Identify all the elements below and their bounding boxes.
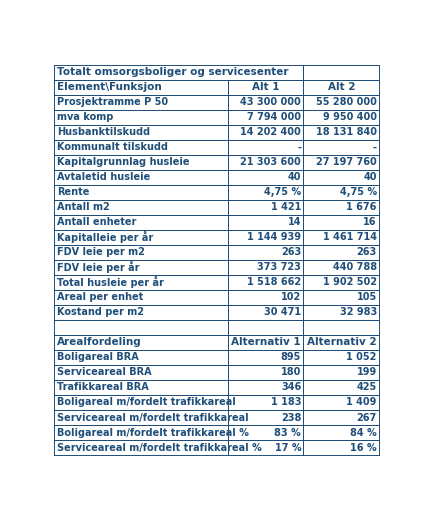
Text: 1 421: 1 421 — [271, 203, 301, 213]
Text: 14: 14 — [288, 217, 301, 227]
Text: 105: 105 — [357, 292, 377, 302]
Text: 1 676: 1 676 — [346, 203, 377, 213]
Text: 346: 346 — [281, 382, 301, 392]
Text: 16 %: 16 % — [350, 442, 377, 452]
Text: 21 303 600: 21 303 600 — [240, 157, 301, 167]
Text: 1 461 714: 1 461 714 — [323, 232, 377, 242]
Text: Boligareal BRA: Boligareal BRA — [57, 352, 138, 362]
Text: Avtaletid husleie: Avtaletid husleie — [57, 173, 150, 183]
Text: 373 723: 373 723 — [257, 262, 301, 272]
Text: 1 409: 1 409 — [346, 398, 377, 408]
Text: Antall enheter: Antall enheter — [57, 217, 136, 227]
Text: 425: 425 — [357, 382, 377, 392]
Text: 7 794 000: 7 794 000 — [247, 112, 301, 122]
Text: Boligareal m/fordelt trafikkareal %: Boligareal m/fordelt trafikkareal % — [57, 428, 249, 438]
Text: 238: 238 — [281, 412, 301, 422]
Text: Rente: Rente — [57, 187, 89, 197]
Text: 1 902 502: 1 902 502 — [323, 277, 377, 287]
Text: 27 197 760: 27 197 760 — [316, 157, 377, 167]
Text: Serviceareal m/fordelt trafikkareal: Serviceareal m/fordelt trafikkareal — [57, 412, 248, 422]
Text: Totalt omsorgsboliger og servicesenter: Totalt omsorgsboliger og servicesenter — [57, 67, 288, 77]
Text: Serviceareal BRA: Serviceareal BRA — [57, 368, 151, 378]
Text: Areal per enhet: Areal per enhet — [57, 292, 143, 302]
Text: 84 %: 84 % — [350, 428, 377, 438]
Text: 4,75 %: 4,75 % — [340, 187, 377, 197]
Text: Kapitalgrunnlag husleie: Kapitalgrunnlag husleie — [57, 157, 189, 167]
Text: Boligareal m/fordelt trafikkareal: Boligareal m/fordelt trafikkareal — [57, 398, 236, 408]
Text: Kommunalt tilskudd: Kommunalt tilskudd — [57, 142, 168, 152]
Text: 440 788: 440 788 — [333, 262, 377, 272]
Text: 40: 40 — [288, 173, 301, 183]
Text: 17 %: 17 % — [275, 442, 301, 452]
Text: Kostand per m2: Kostand per m2 — [57, 307, 144, 317]
Text: 55 280 000: 55 280 000 — [316, 97, 377, 107]
Text: 4,75 %: 4,75 % — [264, 187, 301, 197]
Text: 32 983: 32 983 — [340, 307, 377, 317]
Text: 180: 180 — [281, 368, 301, 378]
Text: Husbanktilskudd: Husbanktilskudd — [57, 127, 150, 137]
Text: Prosjektramme P 50: Prosjektramme P 50 — [57, 97, 168, 107]
Text: 14 202 400: 14 202 400 — [240, 127, 301, 137]
Text: FDV leie per år: FDV leie per år — [57, 261, 139, 274]
Text: 199: 199 — [357, 368, 377, 378]
Text: -: - — [297, 142, 301, 152]
Text: 267: 267 — [357, 412, 377, 422]
Text: Kapitalleie per år: Kapitalleie per år — [57, 231, 153, 244]
Text: Alt 2: Alt 2 — [327, 82, 355, 92]
Text: -: - — [373, 142, 377, 152]
Text: 1 144 939: 1 144 939 — [247, 232, 301, 242]
Text: Arealfordeling: Arealfordeling — [57, 338, 142, 348]
Text: 1 518 662: 1 518 662 — [247, 277, 301, 287]
Text: Trafikkareal BRA: Trafikkareal BRA — [57, 382, 148, 392]
Text: 895: 895 — [281, 352, 301, 362]
Text: 9 950 400: 9 950 400 — [323, 112, 377, 122]
Text: 263: 263 — [357, 247, 377, 257]
Text: 16: 16 — [363, 217, 377, 227]
Text: 30 471: 30 471 — [264, 307, 301, 317]
Text: Total husleie per år: Total husleie per år — [57, 276, 164, 288]
Text: Alt 1: Alt 1 — [252, 82, 280, 92]
Text: 83 %: 83 % — [275, 428, 301, 438]
Text: 263: 263 — [281, 247, 301, 257]
Text: 18 131 840: 18 131 840 — [316, 127, 377, 137]
Text: 43 300 000: 43 300 000 — [240, 97, 301, 107]
Text: Alternativ 1: Alternativ 1 — [231, 338, 301, 348]
Text: FDV leie per m2: FDV leie per m2 — [57, 247, 145, 257]
Text: 1 183: 1 183 — [271, 398, 301, 408]
Text: Serviceareal m/fordelt trafikkareal %: Serviceareal m/fordelt trafikkareal % — [57, 442, 261, 452]
Text: 1 052: 1 052 — [346, 352, 377, 362]
Text: 102: 102 — [281, 292, 301, 302]
Text: Alternativ 2: Alternativ 2 — [307, 338, 376, 348]
Text: mva komp: mva komp — [57, 112, 113, 122]
Text: 40: 40 — [363, 173, 377, 183]
Text: Element\Funksjon: Element\Funksjon — [57, 82, 162, 92]
Text: Antall m2: Antall m2 — [57, 203, 110, 213]
